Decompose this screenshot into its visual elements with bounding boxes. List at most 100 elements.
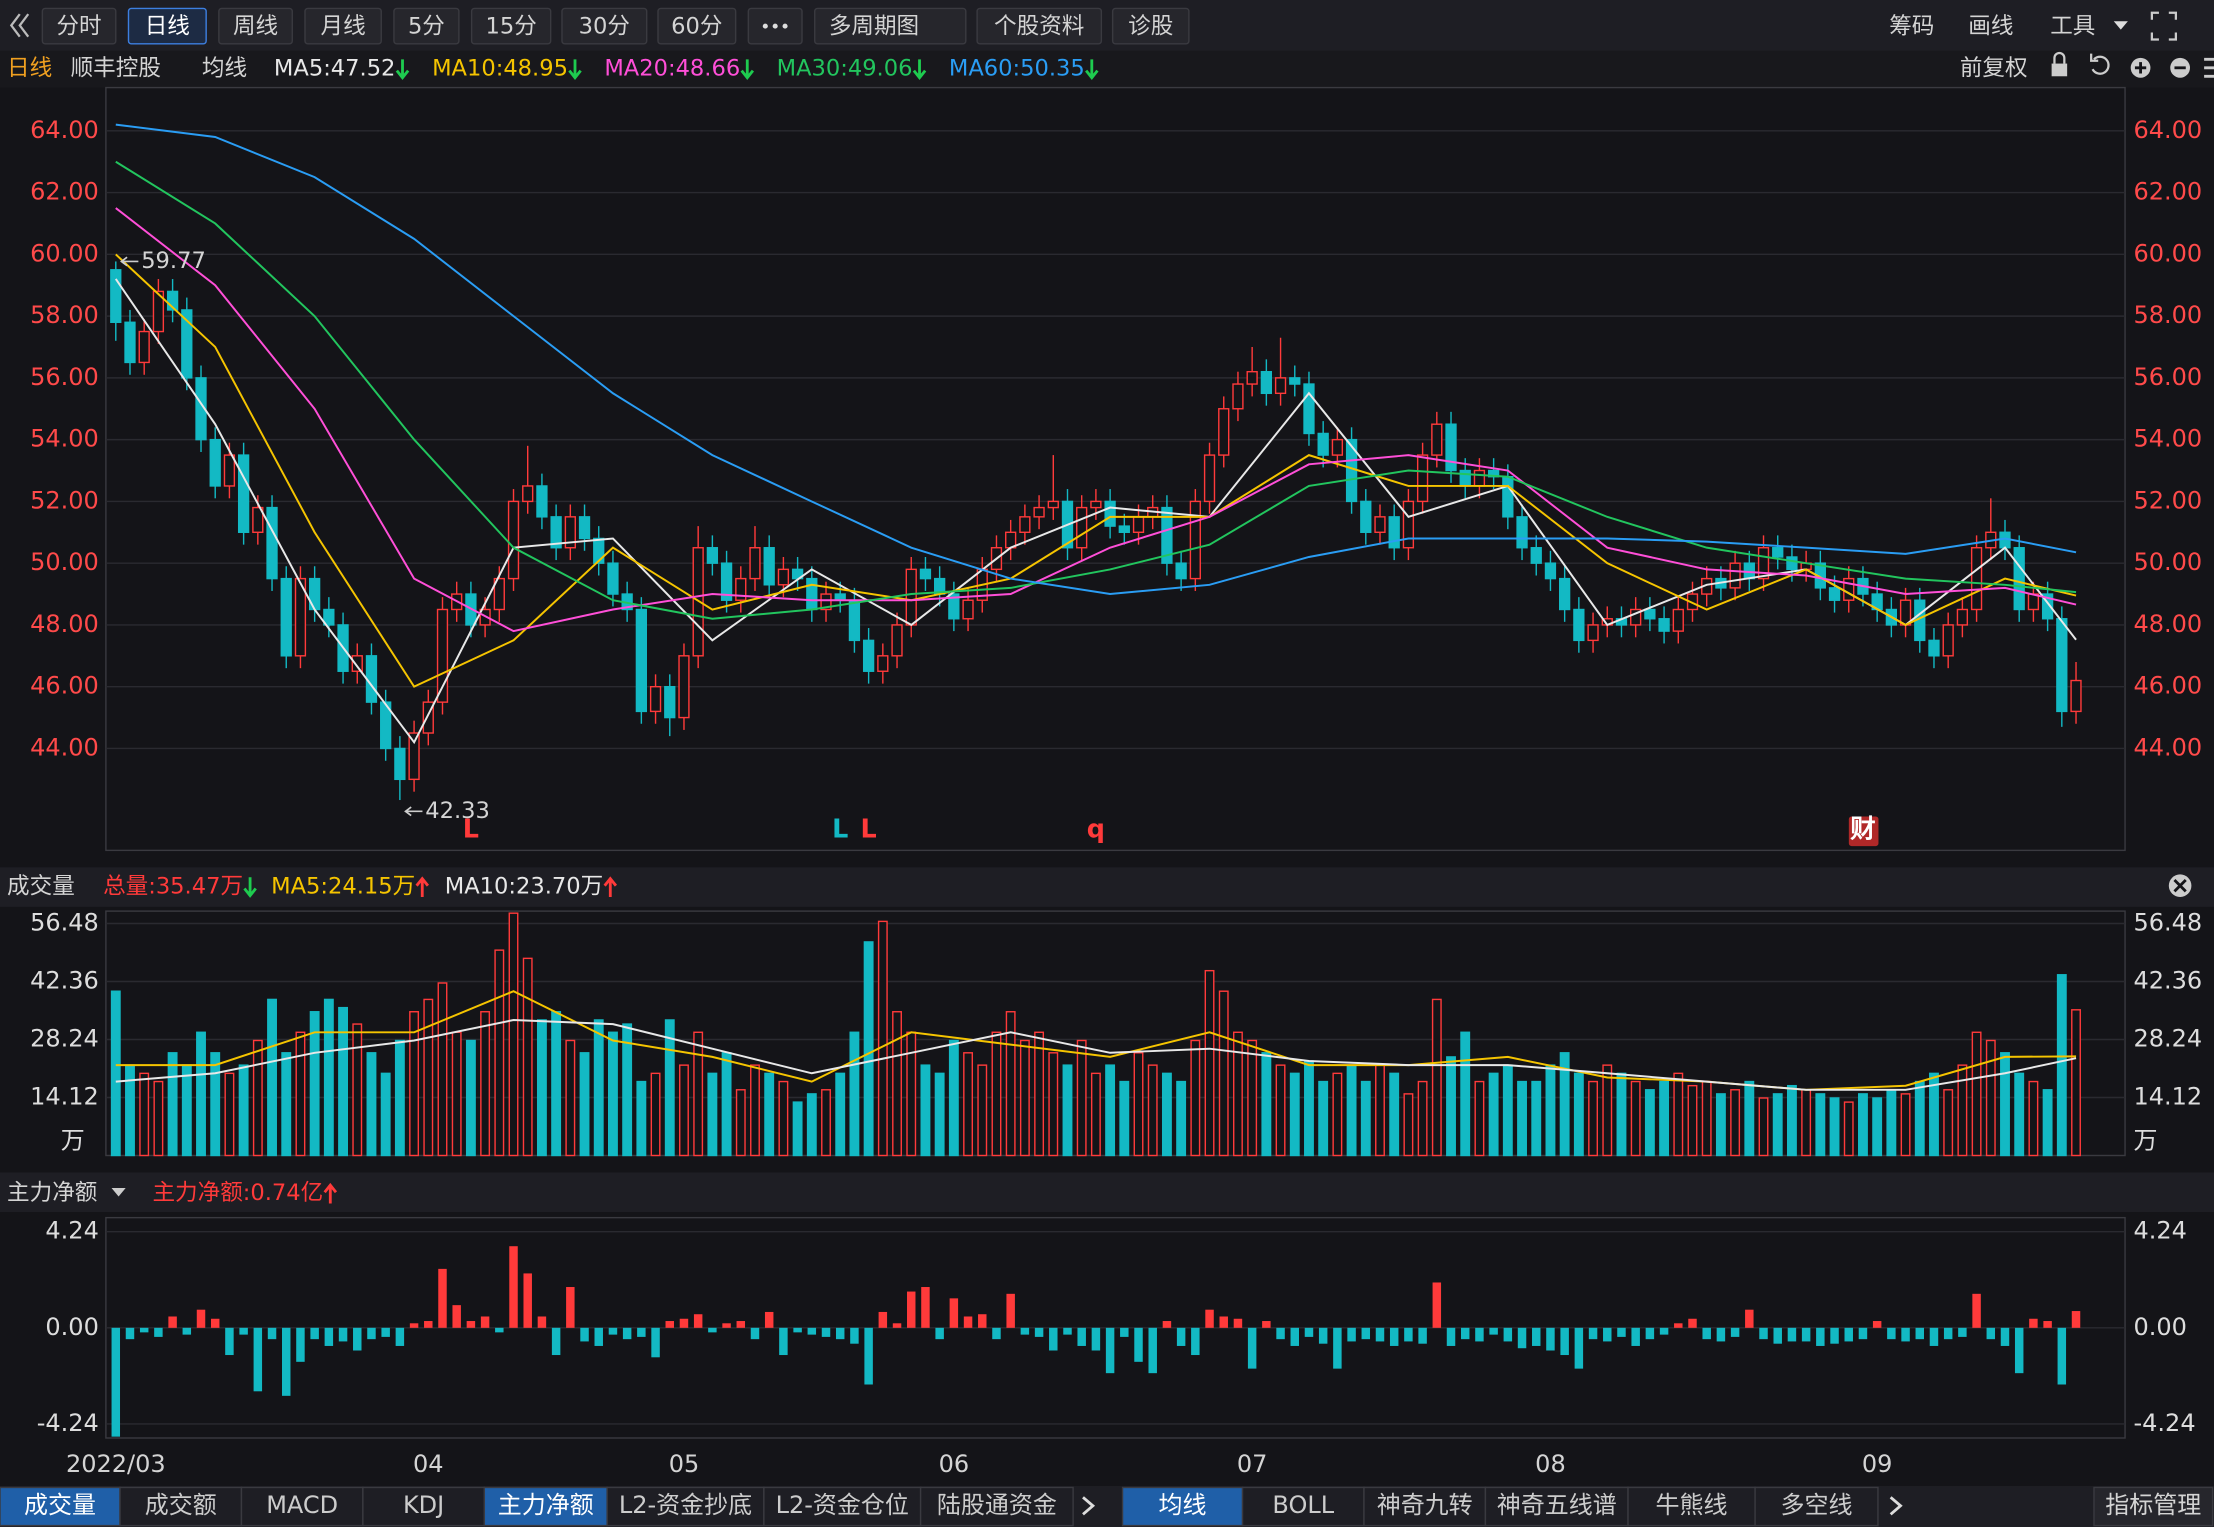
dropdown-icon[interactable]	[111, 1187, 126, 1197]
indicator-tab-label[interactable]: L2-资金仓位	[776, 1491, 909, 1519]
flow-bar	[495, 1327, 504, 1333]
flow-bar	[1120, 1327, 1129, 1337]
candle-body	[1502, 475, 1514, 518]
volume-bar	[1886, 1089, 1897, 1157]
flow-bar	[1176, 1327, 1186, 1346]
close-volume[interactable]	[2168, 874, 2192, 897]
tab-label[interactable]: 诊股	[1128, 13, 1173, 39]
tab-button[interactable]	[561, 7, 648, 45]
overlay-tab-label[interactable]: 多空线	[1781, 1491, 1853, 1519]
event-marker[interactable]: L	[861, 814, 877, 844]
tab-button[interactable]	[976, 7, 1103, 45]
flow-bar	[992, 1327, 1001, 1340]
tab-button[interactable]	[304, 7, 382, 45]
volume-bar	[181, 1064, 192, 1157]
indicator-tab[interactable]	[919, 1486, 1074, 1527]
event-marker[interactable]: L	[832, 814, 848, 844]
volume-bar	[1190, 1039, 1201, 1157]
tab-label[interactable]: 日线	[145, 13, 190, 39]
overlay-tab-label[interactable]: 神奇五线谱	[1497, 1491, 1617, 1519]
indicator-tab[interactable]	[763, 1486, 922, 1527]
collapse-icon[interactable]	[9, 13, 30, 38]
indicator-tab-label[interactable]: 陆股通资金	[937, 1491, 1057, 1519]
tab-button[interactable]	[814, 7, 967, 45]
indicator-tab[interactable]	[240, 1486, 364, 1527]
overlay-tab-label[interactable]: 神奇九转	[1377, 1491, 1473, 1519]
undo-icon[interactable]	[2090, 53, 2110, 75]
indicator-tab[interactable]	[483, 1486, 608, 1527]
flow-bar	[708, 1327, 717, 1333]
lock-icon[interactable]	[2051, 63, 2068, 77]
tab-label[interactable]: 周线	[233, 13, 278, 39]
flow-bar	[1304, 1327, 1314, 1337]
event-marker[interactable]: 财	[1850, 814, 1875, 844]
candle-body	[848, 599, 861, 642]
tab-label[interactable]: 分时	[56, 13, 101, 39]
legend-text: MA30:49.06	[777, 56, 913, 82]
flow-title[interactable]: 主力净额	[7, 1180, 97, 1206]
y-tick-label: 48.00	[30, 610, 99, 638]
volume-bar	[1517, 1080, 1527, 1157]
indicator-tab-label[interactable]: MACD	[266, 1491, 338, 1519]
fullscreen-icon[interactable]	[2150, 11, 2178, 41]
manage-button[interactable]	[2093, 1486, 2214, 1527]
overlay-tab[interactable]	[1754, 1486, 1879, 1527]
flow-bar	[438, 1268, 447, 1328]
tab-button[interactable]	[470, 7, 552, 45]
more-button[interactable]	[747, 7, 803, 45]
tab-label[interactable]: 30分	[579, 13, 630, 39]
tab-label[interactable]: 15分	[485, 13, 536, 39]
overlay-tab[interactable]	[1627, 1486, 1756, 1527]
indicator-tab-label[interactable]: 成交量	[24, 1491, 96, 1519]
volume-bar	[1247, 1039, 1258, 1157]
event-marker[interactable]: q	[1087, 814, 1105, 844]
manage-label[interactable]: 指标管理	[2105, 1491, 2201, 1519]
volume-bar	[735, 1089, 746, 1157]
toolbar-tool[interactable]: 工具	[2050, 13, 2095, 39]
flow-bar	[1418, 1327, 1427, 1344]
toolbar-tool[interactable]: 筹码	[1889, 13, 1934, 39]
indicator-tab[interactable]	[362, 1486, 486, 1527]
volume-bar	[1616, 1072, 1627, 1157]
trend-arrow	[568, 59, 582, 80]
indicator-tab-label[interactable]: L2-资金抄底	[619, 1491, 752, 1519]
flow-bar	[1077, 1327, 1086, 1346]
flow-bar	[225, 1327, 234, 1356]
tab-label[interactable]: 个股资料	[994, 13, 1084, 39]
toolbar-tool[interactable]: 画线	[1968, 13, 2013, 39]
candle-body	[862, 639, 875, 672]
indicator-tab-label[interactable]: 主力净额	[498, 1491, 594, 1519]
scroll-arrows[interactable]	[1082, 1496, 1903, 1516]
volume-bar	[536, 1019, 547, 1157]
tab-button[interactable]	[393, 7, 460, 45]
tab-label[interactable]: 多周期图	[829, 13, 919, 39]
volume-bar	[1332, 1072, 1343, 1157]
candle-body	[1559, 577, 1571, 611]
flow-bar	[1759, 1327, 1768, 1340]
flow-bar	[1020, 1327, 1030, 1335]
overlay-tab[interactable]	[1484, 1486, 1629, 1527]
tab-label[interactable]: 月线	[321, 13, 366, 39]
tab-label[interactable]: 5分	[408, 13, 445, 39]
candle-body	[1360, 500, 1372, 533]
tab-label[interactable]: 60分	[671, 13, 722, 39]
y-tick-label: 56.48	[30, 909, 99, 937]
tab-button[interactable]	[657, 7, 737, 45]
candle-body	[777, 568, 790, 586]
overlay-tab[interactable]	[1241, 1486, 1365, 1527]
overlay-tab[interactable]	[1121, 1486, 1244, 1527]
overlay-tab-label[interactable]: 均线	[1159, 1491, 1207, 1519]
candle-body	[664, 685, 676, 719]
tab-button[interactable]	[1111, 7, 1190, 45]
indicator-tab-label[interactable]: 成交额	[145, 1491, 217, 1519]
adjust-mode[interactable]: 前复权	[1960, 56, 2028, 82]
event-marker[interactable]: L	[463, 814, 479, 844]
tab-button[interactable]	[41, 7, 117, 45]
tab-button[interactable]	[218, 7, 293, 45]
overlay-tab-label[interactable]: 牛熊线	[1656, 1491, 1728, 1519]
candle-body	[394, 747, 406, 781]
overlay-tab-label[interactable]: BOLL	[1272, 1491, 1334, 1519]
volume-bar	[1346, 1064, 1357, 1157]
tab-button[interactable]	[127, 7, 207, 45]
indicator-tab-label[interactable]: KDJ	[403, 1491, 444, 1519]
